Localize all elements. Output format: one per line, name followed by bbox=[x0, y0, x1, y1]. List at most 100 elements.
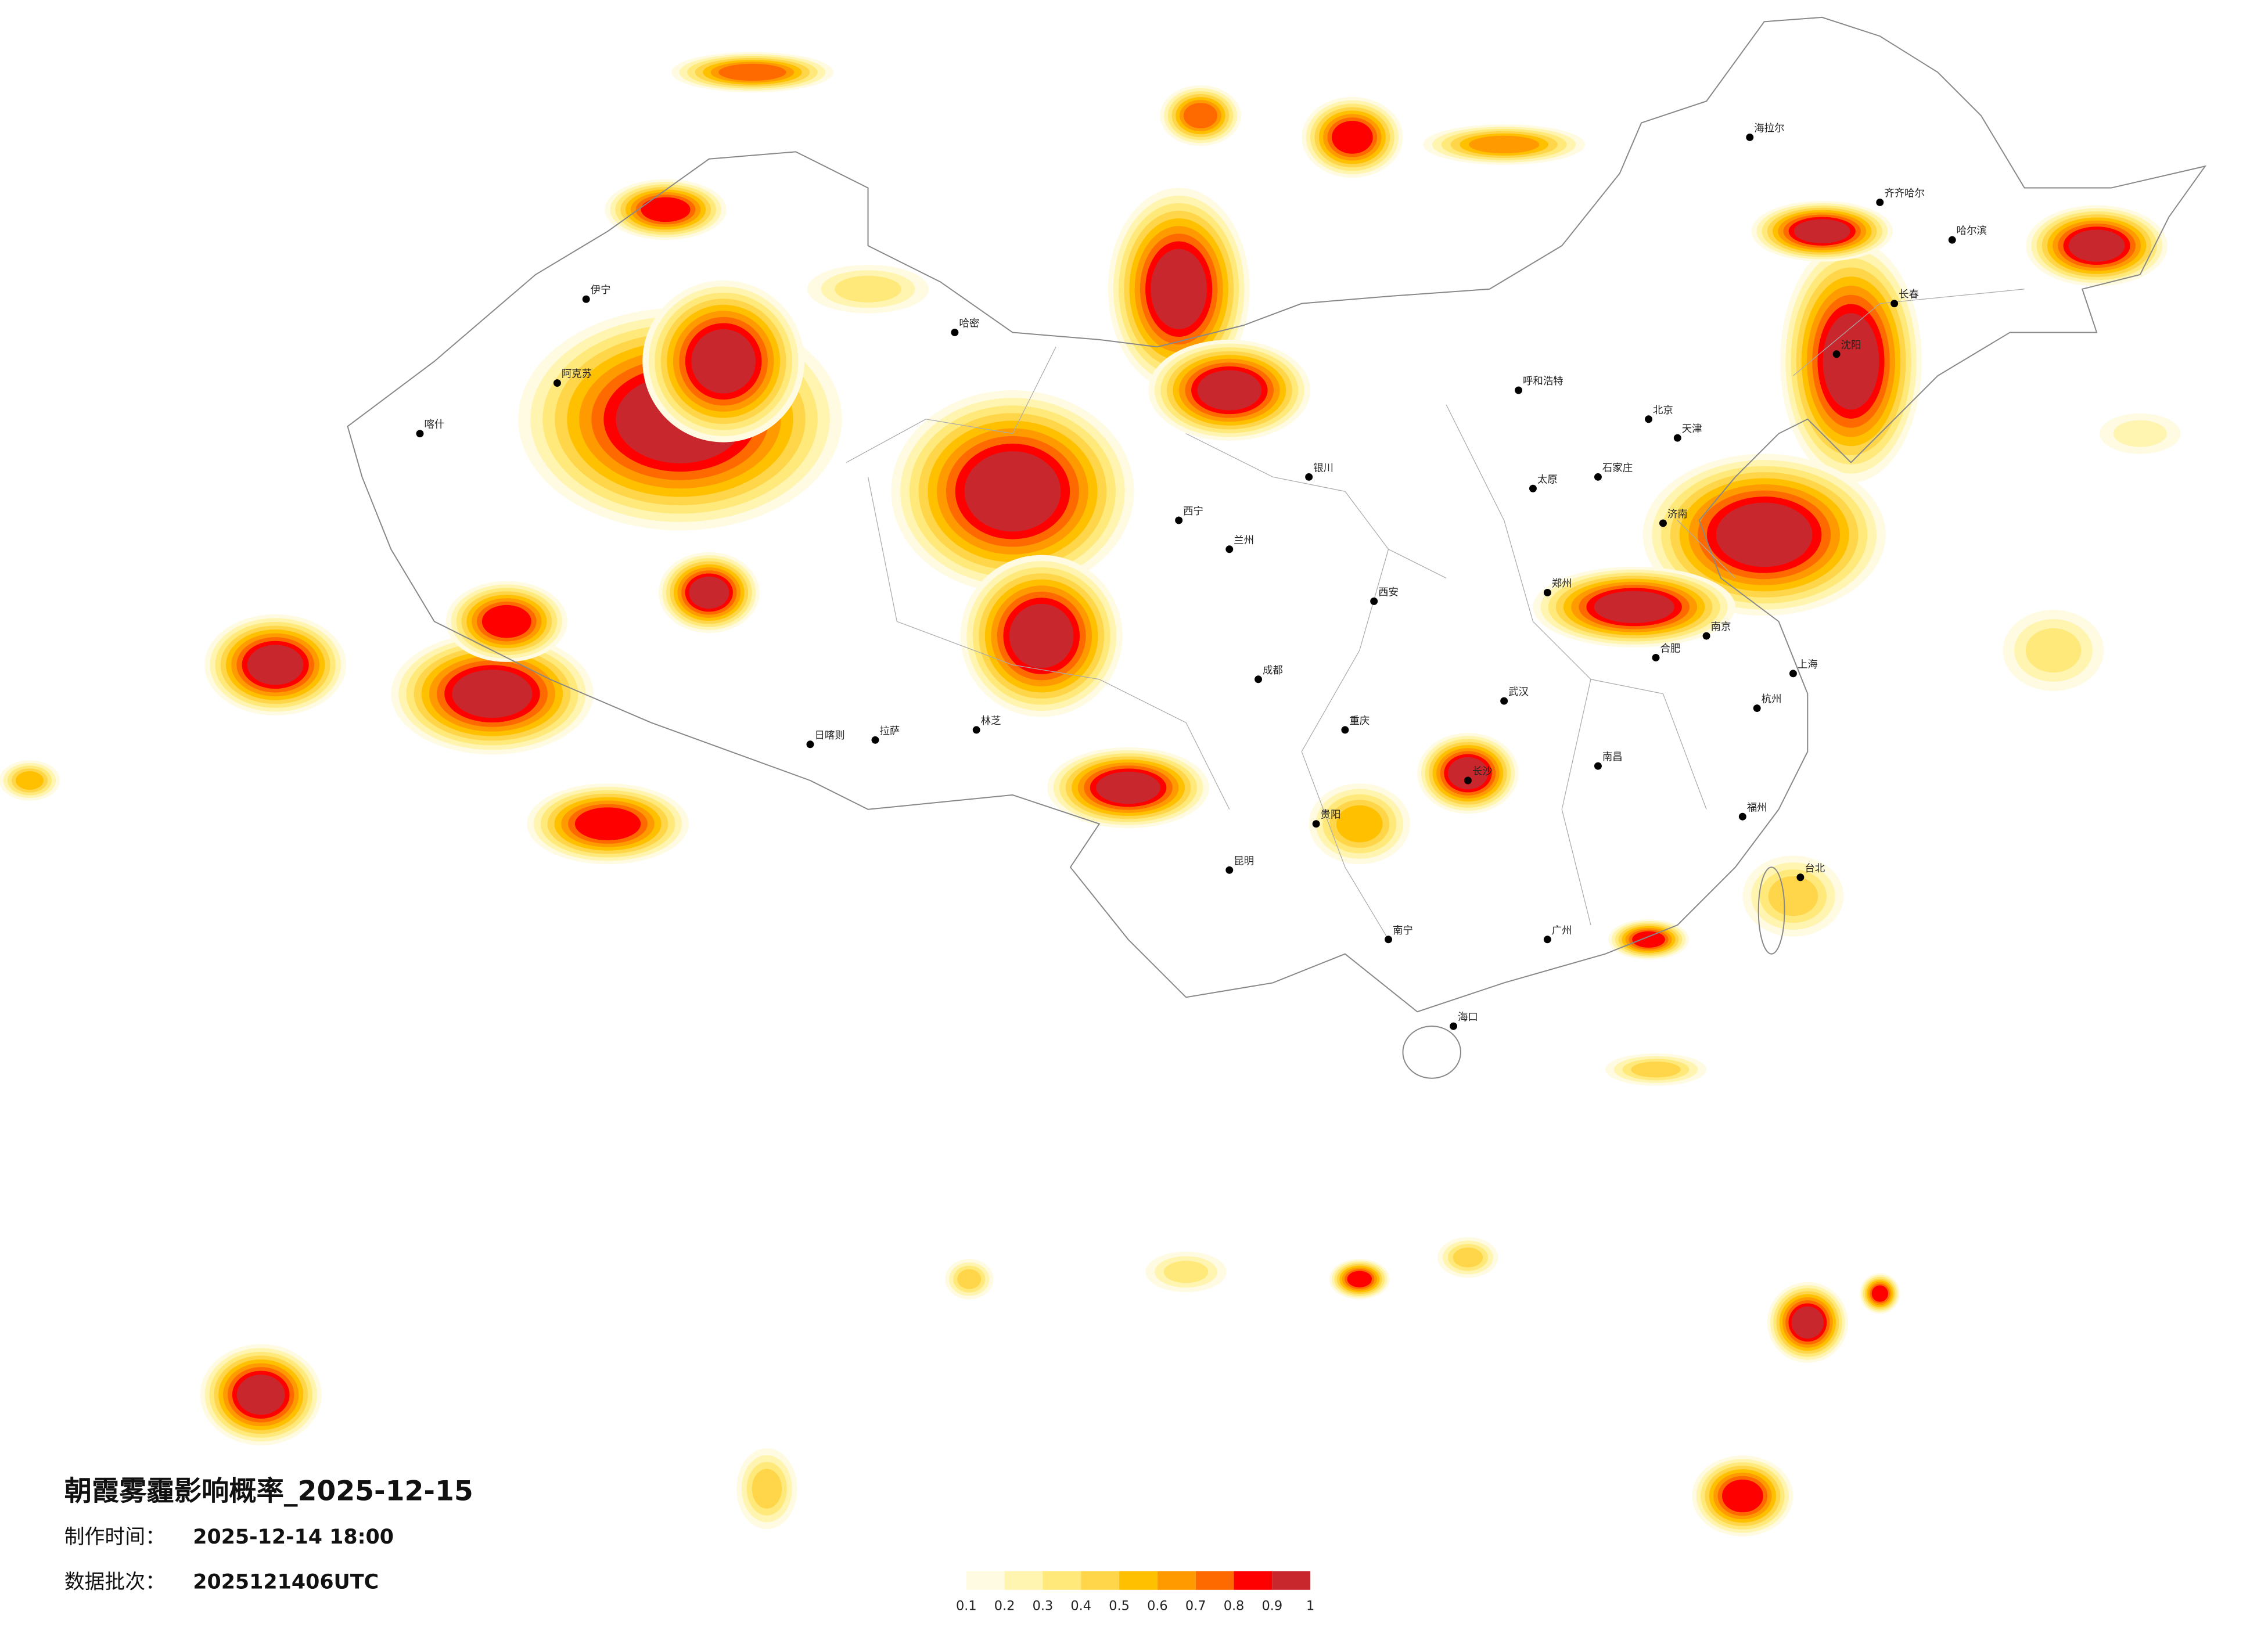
city-label: 阿克苏 bbox=[562, 369, 592, 380]
city-label: 长春 bbox=[1899, 289, 1919, 301]
fog-region bbox=[964, 451, 1061, 532]
taiwan bbox=[1757, 866, 1785, 955]
city-dot bbox=[1529, 484, 1537, 492]
city-dot bbox=[1370, 597, 1378, 605]
fog-region bbox=[2068, 229, 2125, 262]
fog-layer bbox=[0, 52, 2181, 1537]
hainan bbox=[1402, 1026, 1461, 1079]
city-label: 拉萨 bbox=[879, 725, 900, 737]
city-dot bbox=[1312, 820, 1320, 828]
boundaries bbox=[347, 16, 2207, 1079]
city-dot bbox=[951, 328, 959, 336]
fog-region bbox=[1791, 1306, 1824, 1339]
city-label: 海拉尔 bbox=[1754, 123, 1784, 134]
fog-region bbox=[1163, 1261, 1209, 1283]
fog-region bbox=[1871, 1285, 1888, 1302]
batch-value: 2025121406UTC bbox=[193, 1570, 379, 1593]
city-label: 天津 bbox=[1682, 423, 1702, 435]
city-label: 福州 bbox=[1747, 802, 1767, 814]
city-dot bbox=[1500, 697, 1508, 705]
city-dot bbox=[582, 295, 590, 303]
city-label: 武汉 bbox=[1508, 686, 1529, 698]
fog-region bbox=[1631, 1062, 1681, 1078]
city-label: 西宁 bbox=[1183, 506, 1203, 517]
city-label: 长沙 bbox=[1472, 766, 1493, 778]
fog-region bbox=[16, 771, 44, 790]
fog-region bbox=[236, 1375, 285, 1415]
city-dot bbox=[1890, 300, 1899, 308]
city-label: 贵阳 bbox=[1321, 810, 1341, 821]
legend-tick: 0.2 bbox=[994, 1599, 1015, 1614]
legend-tick: 0.9 bbox=[1262, 1599, 1283, 1614]
legend-swatch bbox=[1119, 1571, 1158, 1590]
city-dot bbox=[1464, 776, 1472, 785]
fog-region bbox=[689, 576, 729, 609]
legend-swatch bbox=[966, 1571, 1005, 1590]
city-label: 喀什 bbox=[424, 419, 444, 431]
country-outline bbox=[347, 16, 2207, 1013]
fog-region bbox=[247, 645, 304, 685]
city-dot bbox=[871, 736, 879, 744]
province-lines bbox=[846, 289, 2025, 940]
fog-region bbox=[1183, 103, 1218, 128]
city-label: 沈阳 bbox=[1841, 340, 1861, 351]
city-label: 哈密 bbox=[959, 318, 979, 329]
legend-tick: 0.7 bbox=[1185, 1599, 1206, 1614]
city-dot bbox=[1948, 236, 1956, 244]
fog-region bbox=[574, 807, 641, 840]
legend-swatch bbox=[1043, 1571, 1081, 1590]
fog-region bbox=[1793, 219, 1850, 243]
fog-region bbox=[752, 1469, 782, 1509]
city-label: 西安 bbox=[1378, 587, 1399, 598]
legend-swatch bbox=[1195, 1571, 1234, 1590]
fog-region bbox=[1151, 249, 1207, 329]
city-dot bbox=[1255, 675, 1263, 684]
city-dot bbox=[1796, 873, 1805, 882]
city-dot bbox=[1450, 1022, 1458, 1030]
fog-region bbox=[641, 197, 691, 222]
city-label: 石家庄 bbox=[1602, 462, 1633, 474]
city-dot bbox=[553, 379, 561, 387]
legend: 0.1 0.2 0.3 0.4 0.5 0.6 0.7 0.8 0.9 1 bbox=[956, 1571, 1314, 1614]
city-label: 日喀则 bbox=[814, 730, 844, 742]
legend-swatch bbox=[1157, 1571, 1196, 1590]
fog-region bbox=[1347, 1271, 1372, 1287]
fog-region bbox=[835, 275, 901, 303]
city-dot bbox=[1515, 386, 1523, 394]
legend-tick: 0.1 bbox=[956, 1599, 977, 1614]
city-label: 林芝 bbox=[981, 715, 1001, 727]
city-dot bbox=[1341, 726, 1349, 734]
fog-region bbox=[1447, 757, 1489, 790]
fog-region bbox=[2113, 420, 2167, 447]
fog-region bbox=[1009, 603, 1074, 668]
city-dot bbox=[1673, 434, 1681, 442]
city-dot bbox=[416, 430, 424, 438]
legend-tick: 0.6 bbox=[1147, 1599, 1168, 1614]
production-label: 制作时间： bbox=[64, 1526, 166, 1549]
city-label: 南京 bbox=[1711, 621, 1731, 633]
city-label: 合肥 bbox=[1660, 643, 1680, 654]
city-dot bbox=[1702, 632, 1710, 640]
fog-region bbox=[1716, 502, 1813, 567]
map-title: 朝霞雾霾影响概率_2025-12-15 bbox=[64, 1475, 473, 1507]
batch-label: 数据批次： bbox=[64, 1570, 166, 1593]
city-label: 济南 bbox=[1667, 509, 1688, 520]
city-label: 郑州 bbox=[1552, 578, 1572, 589]
city-label: 南宁 bbox=[1393, 925, 1413, 937]
fog-region bbox=[1096, 771, 1160, 804]
city-dot bbox=[1645, 415, 1653, 423]
production-value: 2025-12-14 18:00 bbox=[193, 1526, 394, 1549]
city-dot bbox=[1543, 936, 1551, 944]
city-label: 上海 bbox=[1798, 659, 1818, 671]
legend-swatch bbox=[1004, 1571, 1043, 1590]
city-label: 昆明 bbox=[1234, 855, 1254, 867]
city-label: 哈尔滨 bbox=[1957, 225, 1987, 237]
city-dot bbox=[1832, 350, 1841, 358]
legend-swatch bbox=[1081, 1571, 1120, 1590]
fog-region bbox=[1823, 313, 1879, 410]
city-dot bbox=[1753, 704, 1761, 713]
city-dot bbox=[806, 740, 814, 749]
